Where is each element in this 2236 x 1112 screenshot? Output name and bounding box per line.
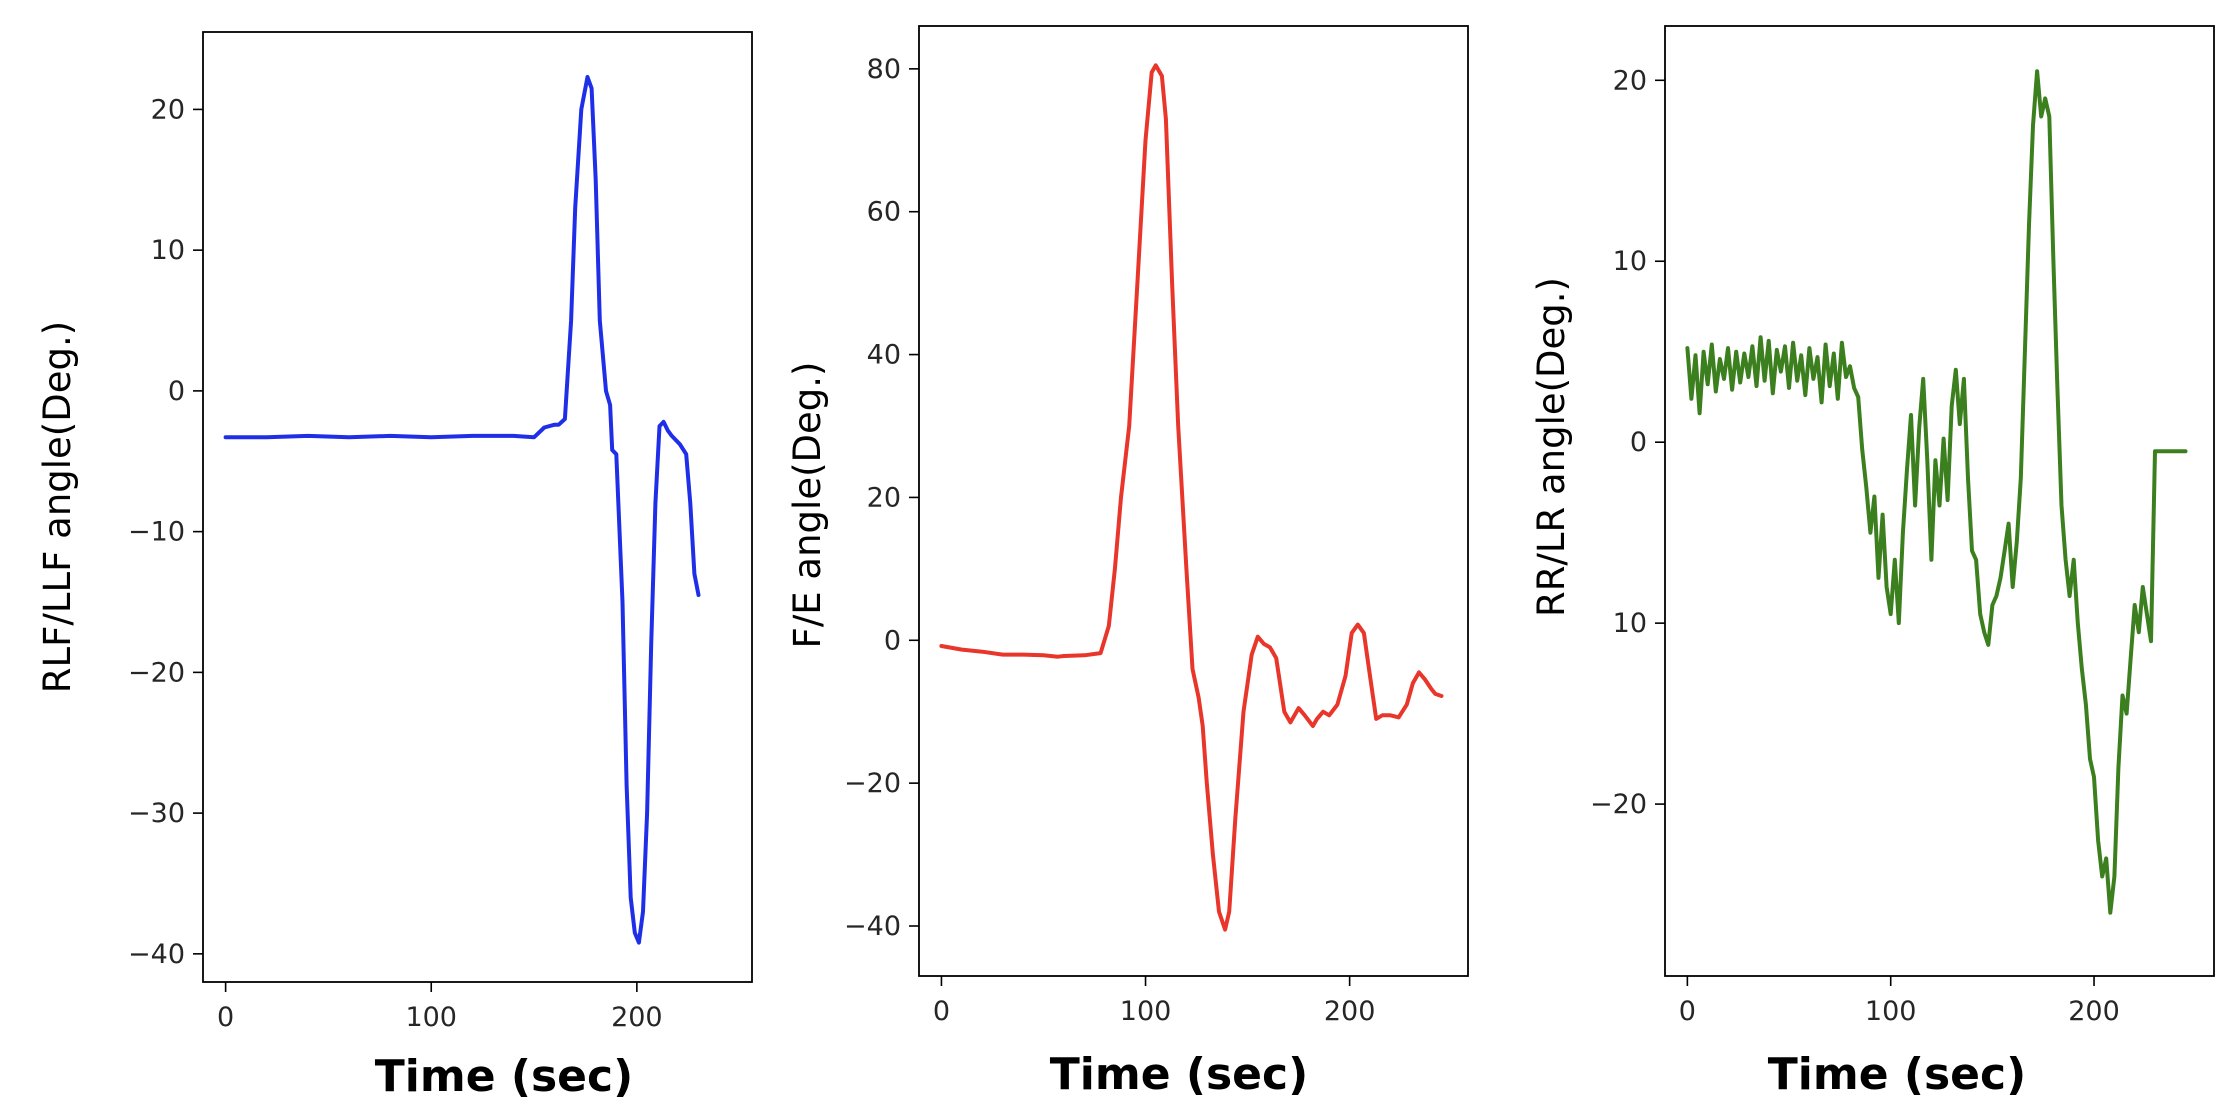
y-tick-label: −40: [844, 911, 901, 942]
series-line-rlf-llf: [223, 75, 701, 945]
plot-frame: [918, 25, 1469, 977]
y-tick-label: 20: [151, 94, 185, 125]
y-tick-label: 20: [867, 482, 901, 513]
x-tick-label: 200: [2068, 996, 2120, 1027]
y-tick-label: 60: [867, 197, 901, 228]
y-axis-label: F/E angle(Deg.): [786, 362, 829, 649]
y-tick-label: 10: [151, 235, 185, 266]
y-tick-label: 40: [867, 340, 901, 371]
x-tick-label: 200: [611, 1002, 663, 1033]
y-tick-label: 0: [168, 376, 185, 407]
x-tick-label: 0: [933, 996, 950, 1027]
y-tick-label: 10: [1613, 608, 1647, 639]
y-tick-label: −20: [844, 768, 901, 799]
series-line-f-e: [939, 63, 1444, 932]
plot-frame: [1664, 25, 2215, 977]
x-axis-label: Time (sec): [375, 1051, 633, 1102]
y-tick-label: 0: [884, 625, 901, 656]
x-tick-label: 200: [1324, 996, 1376, 1027]
x-tick-label: 0: [1679, 996, 1696, 1027]
y-tick-label: 10: [1613, 246, 1647, 277]
x-tick-label: 100: [1120, 996, 1172, 1027]
y-tick-label: 80: [867, 54, 901, 85]
y-axis-label: RR/LR angle(Deg.): [1530, 277, 1573, 617]
y-tick-label: −30: [128, 798, 185, 829]
y-tick-label: −10: [128, 517, 185, 548]
y-tick-label: −20: [1590, 789, 1647, 820]
x-tick-label: 0: [217, 1002, 234, 1033]
y-tick-label: −40: [128, 939, 185, 970]
y-tick-label: 20: [1613, 65, 1647, 96]
x-tick-label: 100: [405, 1002, 457, 1033]
x-tick-label: 100: [1865, 996, 1917, 1027]
y-axis-label: RLF/LLF angle(Deg.): [36, 321, 79, 693]
x-axis-label: Time (sec): [1768, 1049, 2026, 1100]
series-line-rr-lr: [1685, 69, 2188, 915]
x-axis-label: Time (sec): [1050, 1049, 1308, 1100]
y-tick-label: 0: [1630, 427, 1647, 458]
plot-frame: [202, 31, 753, 983]
y-tick-label: −20: [128, 657, 185, 688]
